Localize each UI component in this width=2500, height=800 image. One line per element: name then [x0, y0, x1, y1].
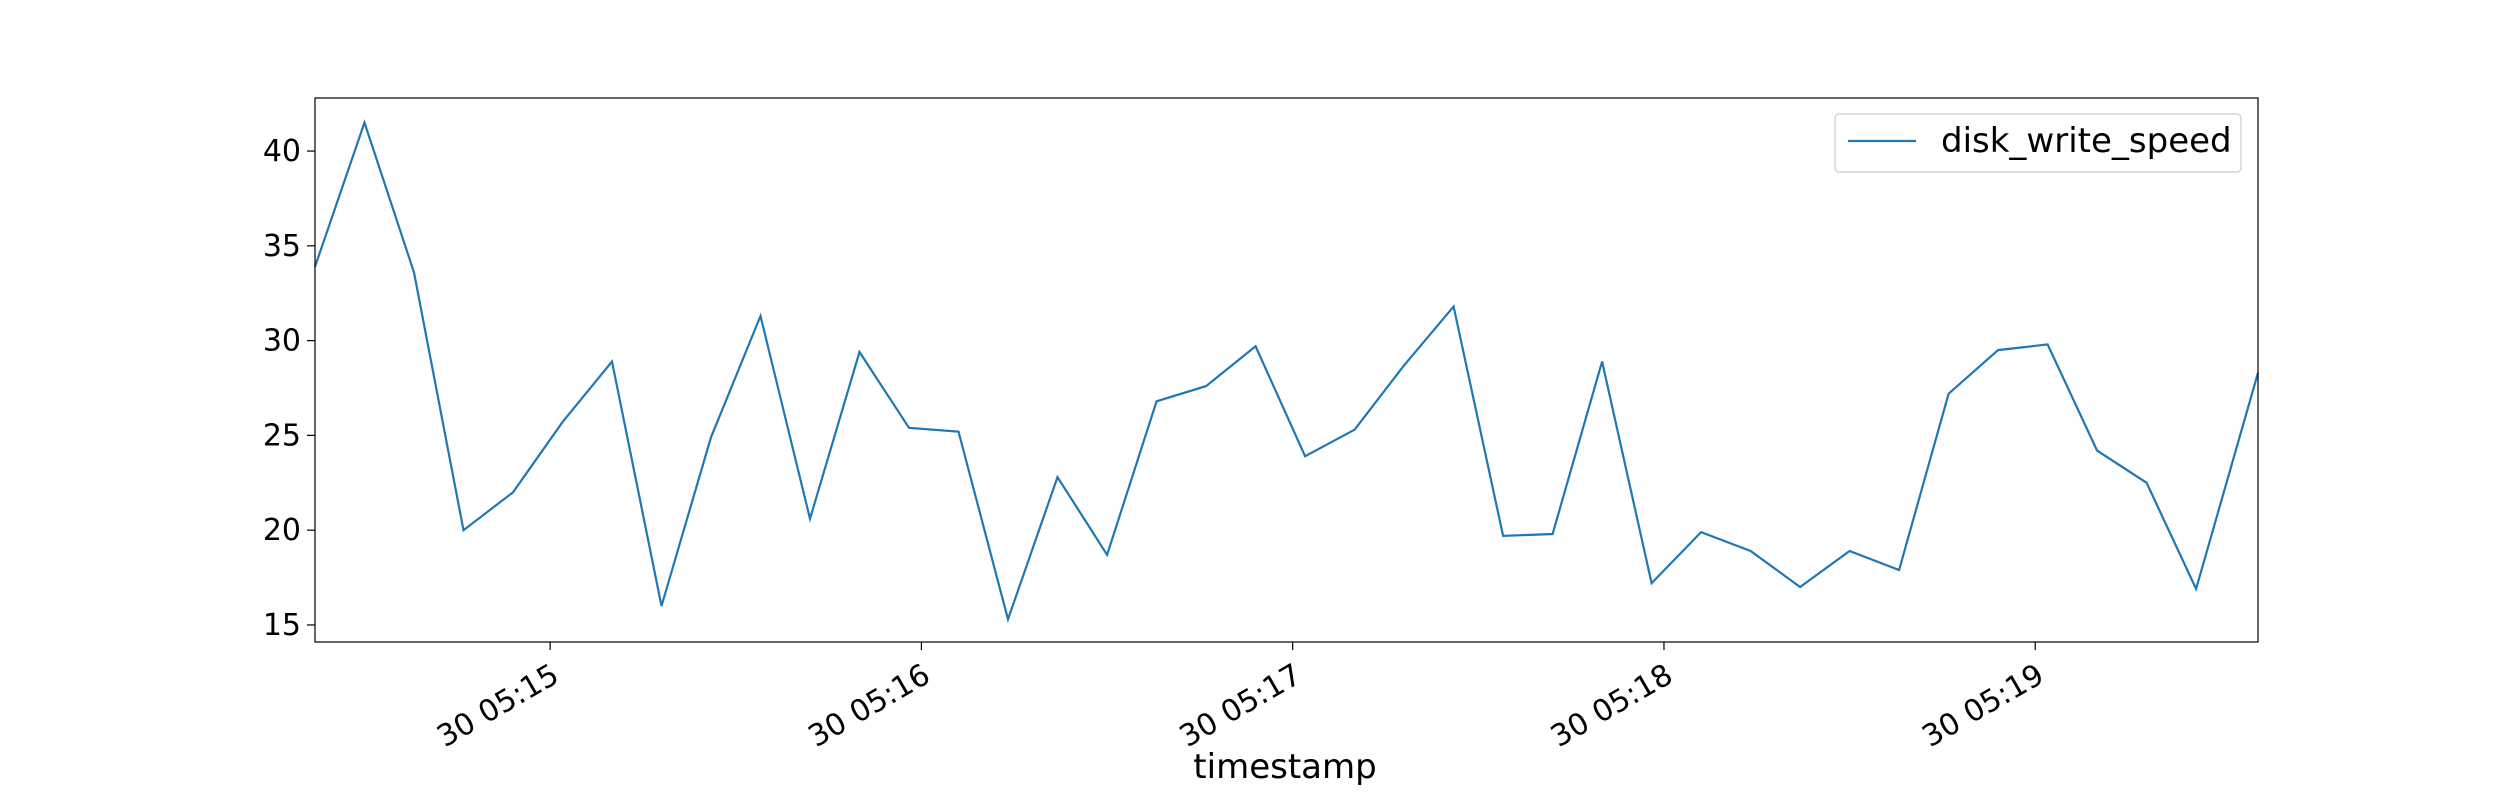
series-line-disk-write-speed [313, 119, 2260, 624]
x-tick-label: 30 05:15 [431, 657, 565, 754]
legend-box [1834, 113, 2242, 173]
x-tick-label: 30 05:18 [1545, 657, 1679, 754]
x-axis-label: timestamp [1193, 747, 1376, 787]
plot-frame [314, 97, 2259, 643]
y-tick-label: 30 [263, 324, 301, 359]
y-tick-label: 40 [263, 134, 301, 169]
x-tick-label: 30 05:16 [803, 657, 937, 754]
x-axis: 30 05:15 30 05:16 30 05:17 30 05:18 30 05:19 [431, 642, 2050, 755]
y-tick-label: 35 [263, 229, 301, 264]
plot-area [315, 98, 2258, 642]
y-axis: 15 20 25 30 35 40 [263, 134, 315, 643]
x-tick-label: 30 05:19 [1916, 657, 2050, 754]
legend: disk_write_speed [1834, 113, 2242, 173]
y-tick-label: 20 [263, 513, 301, 548]
y-tick-label: 25 [263, 418, 301, 453]
y-tick-label: 15 [263, 608, 301, 643]
x-tick-label: 30 05:17 [1174, 657, 1308, 754]
legend-label: disk_write_speed [1941, 121, 2232, 161]
